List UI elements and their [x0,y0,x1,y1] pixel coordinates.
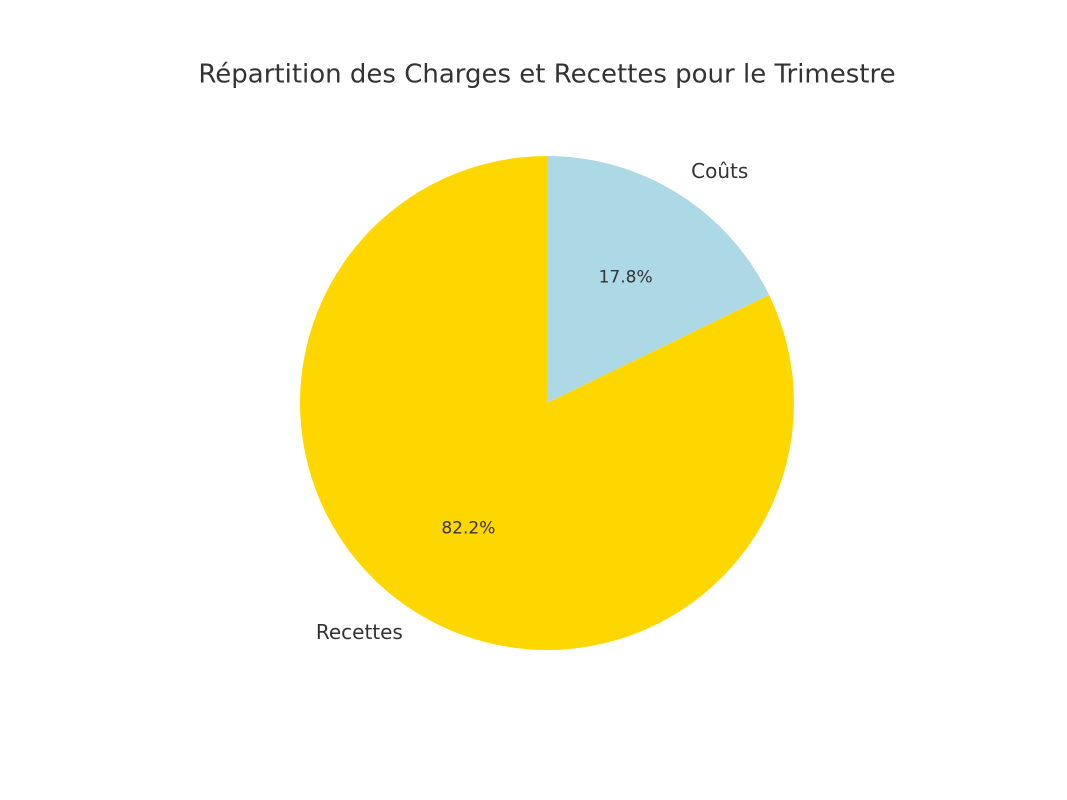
slice-label: Recettes [316,620,403,644]
pie-slice [547,156,770,403]
value-label: 82.2% [441,519,495,539]
slice-label: Coûts [691,159,748,183]
value-label: 17.8% [599,267,653,287]
pie-slice [299,156,794,650]
chart-title: Répartition des Charges et Recettes pour… [198,60,895,90]
